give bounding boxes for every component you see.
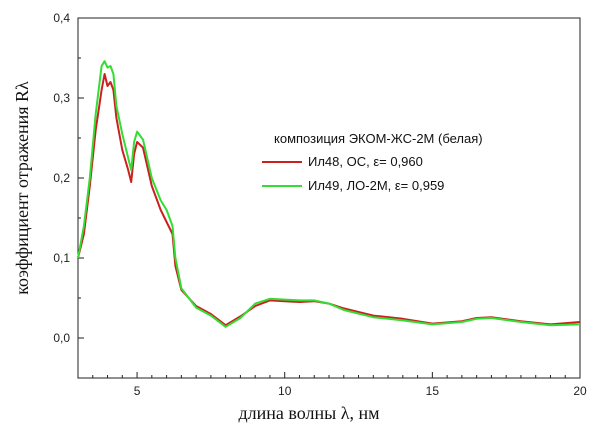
series-layer: [77, 60, 581, 328]
x-tick-label: 15: [426, 384, 440, 398]
y-tick-label: 0,2: [53, 171, 70, 185]
legend-label-2: Ил49, ЛО-2М, ε= 0,959: [308, 178, 444, 193]
series-line-1: [77, 73, 581, 327]
plot-frame: [77, 17, 581, 379]
axes: 5 10 15 20 0,0 0,1 0,2 0,3 0,4 длина волны λ, нм к…: [12, 11, 587, 423]
y-tick-label: 0,1: [53, 251, 70, 265]
x-axis-title: длина волны λ, нм: [239, 403, 380, 423]
legend-title: композиция ЭКОМ-ЖС-2М (белая): [274, 131, 483, 146]
y-tick-label: 0,4: [53, 11, 70, 25]
y-tick-label: 0,3: [53, 91, 70, 105]
legend: композиция ЭКОМ-ЖС-2М (белая) Ил48, ОС, ε…: [262, 131, 483, 193]
x-tick-label: 10: [278, 384, 292, 398]
legend-label-1: Ил48, ОС, ε= 0,960: [308, 154, 423, 169]
x-tick-label: 5: [134, 384, 141, 398]
y-axis-title: коэффициент отражения Rλ: [12, 81, 32, 295]
y-tick-label: 0,0: [53, 331, 70, 345]
series-line-2: [77, 60, 581, 328]
x-tick-label: 20: [573, 384, 587, 398]
